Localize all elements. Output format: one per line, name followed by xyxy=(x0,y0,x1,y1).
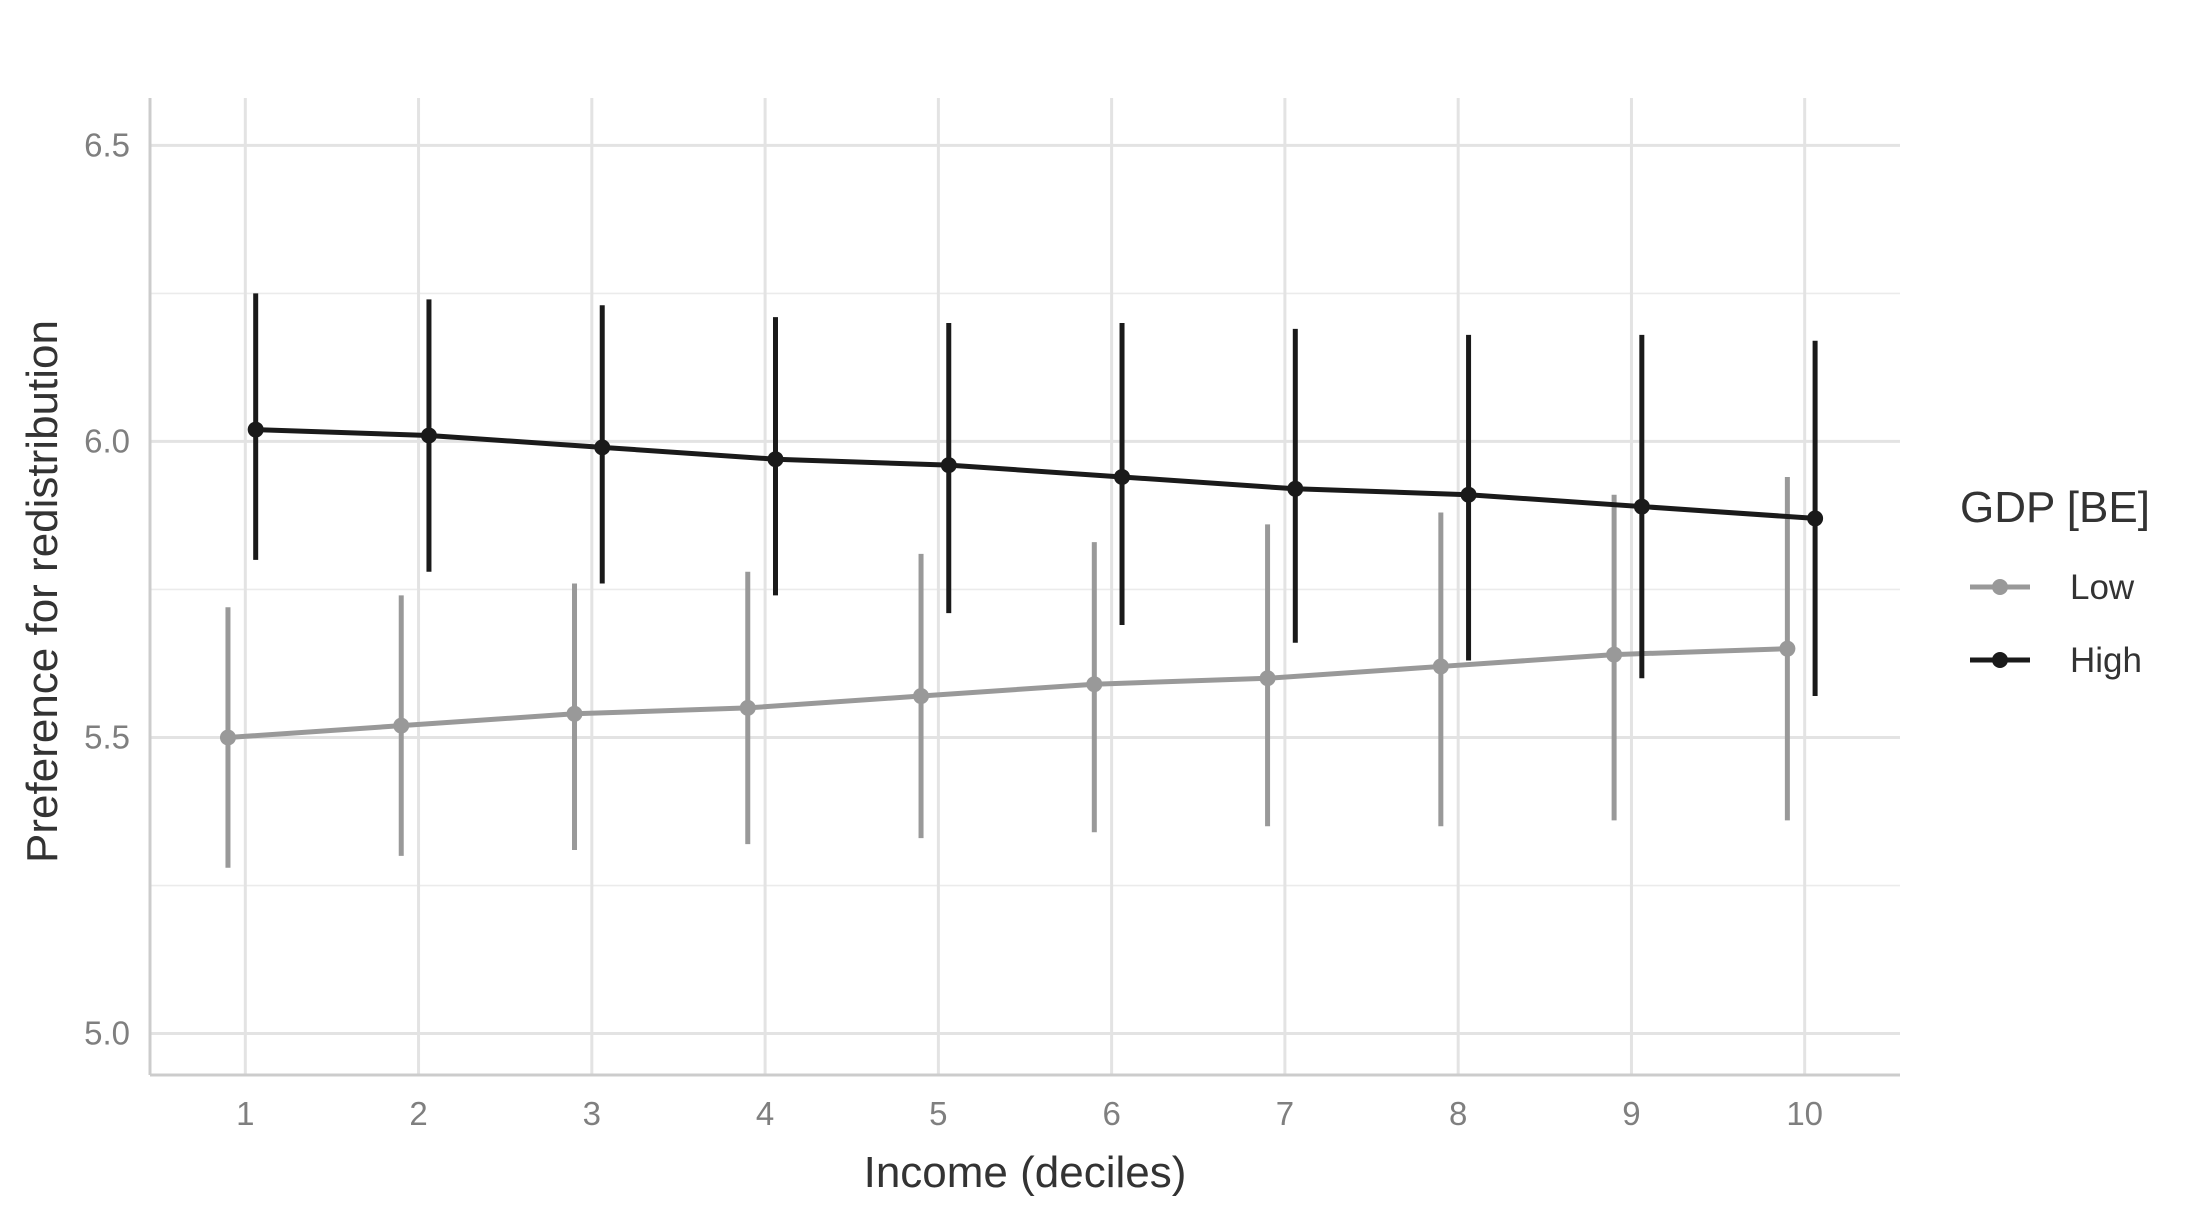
data-point xyxy=(1606,646,1623,663)
data-point xyxy=(1807,510,1824,527)
x-tick-label: 3 xyxy=(583,1095,601,1132)
y-tick-label: 5.0 xyxy=(84,1015,130,1052)
legend-key-point xyxy=(1992,579,2008,595)
series-line xyxy=(227,646,1788,740)
data-point xyxy=(1259,670,1276,687)
data-point xyxy=(913,688,930,705)
data-point xyxy=(1432,658,1449,675)
data-point xyxy=(1287,480,1304,497)
data-point xyxy=(1114,468,1131,485)
y-tick-label: 6.5 xyxy=(84,126,130,163)
legend-label: High xyxy=(2070,641,2142,680)
data-point xyxy=(1086,676,1103,693)
data-point xyxy=(247,421,264,438)
data-point xyxy=(219,729,236,746)
x-axis-title: Income (deciles) xyxy=(864,1148,1187,1197)
tick-labels: 5.0 5.5 6.0 6.5 1 2 3 4 5 6 7 8 9 10 xyxy=(84,126,1823,1132)
y-axis-title: Preference for redistribution xyxy=(18,320,67,863)
x-tick-label: 7 xyxy=(1276,1095,1294,1132)
series-high xyxy=(247,293,1824,697)
series-low xyxy=(219,476,1796,868)
grid-minor xyxy=(150,292,1900,887)
grid-major xyxy=(150,98,1900,1075)
legend-item-low: Low xyxy=(1970,568,2135,607)
data-point xyxy=(420,427,437,444)
legend-key-point xyxy=(1992,652,2008,668)
data-point xyxy=(594,439,611,456)
series-line xyxy=(255,427,1816,521)
x-tick-label: 2 xyxy=(409,1095,427,1132)
y-tick-label: 6.0 xyxy=(84,422,130,459)
data-point xyxy=(566,705,583,722)
x-tick-label: 8 xyxy=(1449,1095,1467,1132)
x-tick-label: 5 xyxy=(929,1095,947,1132)
x-tick-label: 10 xyxy=(1786,1095,1823,1132)
data-point xyxy=(1460,486,1477,503)
data-point xyxy=(1779,640,1796,657)
x-tick-label: 6 xyxy=(1102,1095,1120,1132)
legend-title: GDP [BE] xyxy=(1960,483,2150,532)
data-point xyxy=(739,699,756,716)
axes xyxy=(148,98,1900,1077)
legend-item-high: High xyxy=(1970,641,2142,680)
y-tick-label: 5.5 xyxy=(84,718,130,755)
legend: GDP [BE] Low High xyxy=(1960,483,2150,680)
data-point xyxy=(393,717,410,734)
x-tick-label: 4 xyxy=(756,1095,774,1132)
legend-label: Low xyxy=(2070,568,2135,607)
x-tick-label: 9 xyxy=(1622,1095,1640,1132)
data-point xyxy=(1633,498,1650,515)
legend-items: Low High xyxy=(1970,568,2142,680)
series-layer xyxy=(219,293,1824,868)
x-tick-label: 1 xyxy=(236,1095,254,1132)
data-point xyxy=(767,451,784,468)
data-point xyxy=(940,457,957,474)
